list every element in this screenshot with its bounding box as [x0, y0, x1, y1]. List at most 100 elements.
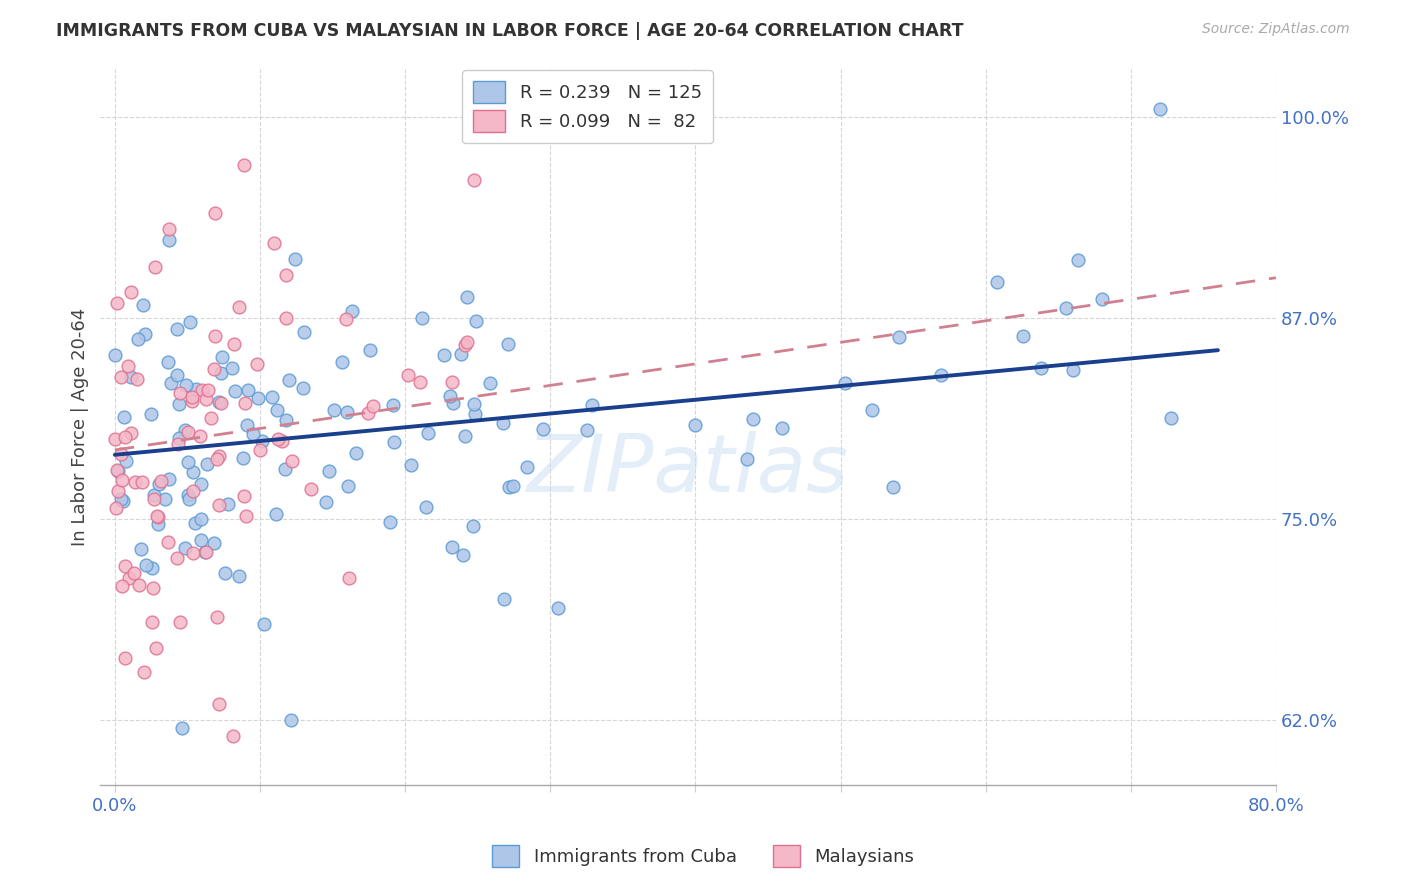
Point	[336, 405, 359, 419]
Point	[260, 390, 283, 404]
Point	[141, 407, 163, 421]
Point	[276, 413, 298, 427]
Point	[184, 382, 207, 396]
Point	[454, 429, 477, 443]
Point	[142, 491, 165, 506]
Point	[141, 561, 163, 575]
Point	[232, 158, 254, 172]
Point	[200, 411, 222, 425]
Point	[222, 730, 245, 744]
Point	[190, 512, 212, 526]
Point	[463, 518, 485, 533]
Point	[322, 403, 344, 417]
Point	[110, 473, 132, 487]
Point	[492, 416, 515, 430]
Point	[120, 369, 142, 384]
Point	[344, 446, 367, 460]
Point	[280, 714, 302, 728]
Point	[170, 722, 193, 736]
Point	[292, 325, 315, 339]
Point	[224, 336, 246, 351]
Point	[105, 463, 128, 477]
Point	[124, 475, 146, 489]
Point	[105, 295, 128, 310]
Point	[146, 510, 169, 524]
Point	[174, 377, 197, 392]
Point	[253, 616, 276, 631]
Point	[399, 458, 422, 472]
Text: ZIPatlas: ZIPatlas	[527, 431, 849, 508]
Point	[440, 540, 463, 554]
Point	[166, 551, 188, 566]
Point	[107, 464, 129, 478]
Point	[177, 488, 200, 502]
Point	[232, 450, 254, 465]
Point	[492, 591, 515, 606]
Point	[450, 347, 472, 361]
Point	[284, 252, 307, 266]
Point	[115, 454, 138, 468]
Point	[143, 260, 166, 274]
Point	[267, 433, 290, 447]
Point	[111, 494, 134, 508]
Point	[143, 488, 166, 502]
Point	[112, 409, 135, 424]
Point	[148, 477, 170, 491]
Point	[134, 665, 156, 679]
Point	[157, 472, 180, 486]
Point	[190, 477, 212, 491]
Point	[169, 386, 191, 401]
Point	[122, 566, 145, 580]
Point	[465, 314, 488, 328]
Point	[547, 600, 569, 615]
Point	[173, 541, 195, 556]
Point	[396, 368, 419, 382]
Point	[735, 452, 758, 467]
Point	[157, 534, 180, 549]
Point	[834, 376, 856, 390]
Point	[205, 451, 228, 466]
Point	[195, 545, 218, 559]
Point	[929, 368, 952, 382]
Point	[204, 362, 226, 376]
Point	[142, 582, 165, 596]
Point	[249, 443, 271, 458]
Point	[167, 432, 190, 446]
Point	[149, 474, 172, 488]
Point	[157, 233, 180, 247]
Point	[531, 422, 554, 436]
Point	[318, 464, 340, 478]
Point	[281, 454, 304, 468]
Point	[132, 298, 155, 312]
Point	[169, 615, 191, 629]
Point	[342, 304, 364, 318]
Point	[190, 533, 212, 547]
Point	[118, 571, 141, 585]
Point	[382, 399, 405, 413]
Point	[359, 343, 381, 357]
Point	[202, 536, 225, 550]
Point	[221, 361, 243, 376]
Point	[270, 434, 292, 449]
Point	[247, 391, 270, 405]
Point	[882, 480, 904, 494]
Point	[155, 491, 177, 506]
Point	[264, 507, 287, 521]
Point	[441, 396, 464, 410]
Point	[246, 358, 269, 372]
Point	[159, 222, 181, 236]
Point	[581, 399, 603, 413]
Point	[516, 460, 538, 475]
Point	[411, 311, 433, 326]
Point	[502, 479, 524, 493]
Point	[209, 366, 232, 380]
Point	[190, 383, 212, 397]
Point	[409, 375, 432, 389]
Point	[770, 420, 793, 434]
Point	[209, 396, 232, 410]
Point	[1029, 360, 1052, 375]
Point	[315, 495, 337, 509]
Text: Source: ZipAtlas.com: Source: ZipAtlas.com	[1202, 22, 1350, 37]
Point	[440, 375, 463, 389]
Text: IMMIGRANTS FROM CUBA VS MALAYSIAN IN LABOR FORCE | AGE 20-64 CORRELATION CHART: IMMIGRANTS FROM CUBA VS MALAYSIAN IN LAB…	[56, 22, 963, 40]
